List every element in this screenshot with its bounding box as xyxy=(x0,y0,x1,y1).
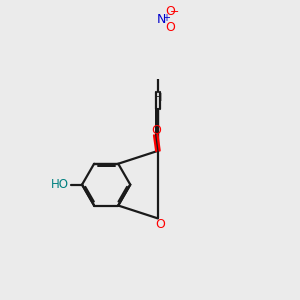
Text: N: N xyxy=(157,13,167,26)
Text: −: − xyxy=(170,7,179,16)
Text: O: O xyxy=(165,5,175,18)
Text: O: O xyxy=(165,21,175,34)
Text: +: + xyxy=(162,13,170,23)
Text: O: O xyxy=(151,124,161,137)
Text: H: H xyxy=(154,93,162,103)
Text: O: O xyxy=(156,218,166,231)
Text: HO: HO xyxy=(51,178,69,191)
